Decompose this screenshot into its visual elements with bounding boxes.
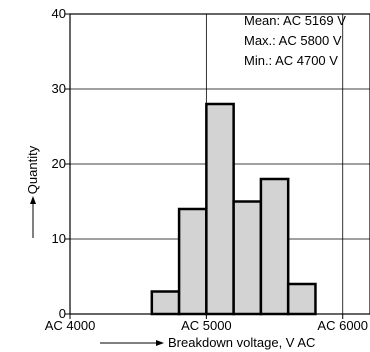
x-axis-arrow-head <box>156 340 164 346</box>
histogram-bar <box>232 200 263 316</box>
x-tick-label: AC 6000 <box>317 318 368 333</box>
y-tick-label: 40 <box>52 6 66 21</box>
histogram-bar <box>259 177 290 316</box>
ticks-layer: 0 10 20 30 40 AC 4000 AC 5000 AC 6000 <box>45 6 368 333</box>
histogram-bar <box>177 207 208 316</box>
x-tick-label: AC 5000 <box>181 318 232 333</box>
histogram-bar <box>150 290 181 316</box>
stat-mean: Mean: AC 5169 V <box>244 13 346 28</box>
y-tick-label: 0 <box>59 306 66 321</box>
y-axis-title: Quantity <box>25 145 40 238</box>
bars-layer <box>150 102 317 316</box>
y-tick-label: 20 <box>52 156 66 171</box>
y-axis-label: Quantity <box>25 145 40 194</box>
y-tick-label: 30 <box>52 81 66 96</box>
y-axis-arrow-head <box>30 196 36 204</box>
histogram-bar <box>286 282 317 316</box>
stat-min: Min.: AC 4700 V <box>244 53 338 68</box>
x-axis-label: Breakdown voltage, V AC <box>168 335 315 350</box>
x-axis-title: Breakdown voltage, V AC <box>100 335 315 350</box>
stat-max: Max.: AC 5800 V <box>244 33 342 48</box>
y-tick-label: 10 <box>52 231 66 246</box>
x-tick-label: AC 4000 <box>45 318 96 333</box>
histogram-bar <box>205 102 235 316</box>
